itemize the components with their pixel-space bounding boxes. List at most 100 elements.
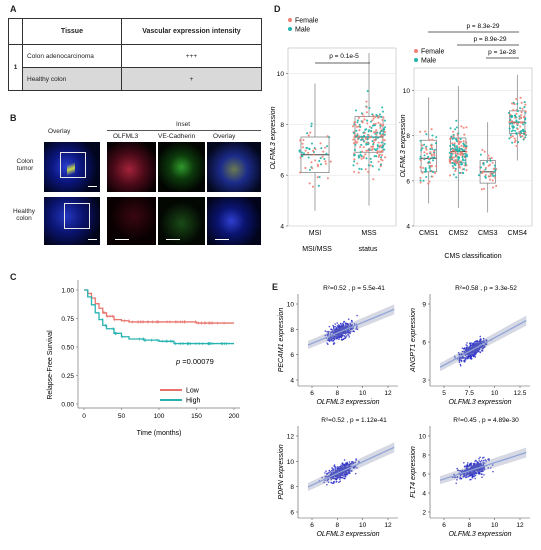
boxplot-point bbox=[381, 106, 384, 109]
boxplot-point bbox=[367, 143, 370, 146]
scatter-point bbox=[477, 472, 480, 474]
scatter-point bbox=[469, 465, 471, 467]
scatter-point bbox=[456, 467, 458, 470]
boxplot-point bbox=[383, 119, 386, 122]
scatter-point bbox=[347, 318, 350, 320]
boxplot-point bbox=[355, 129, 358, 132]
scatter-point bbox=[351, 460, 353, 463]
boxplot-point bbox=[302, 152, 305, 155]
boxplot-point bbox=[458, 146, 461, 149]
scatter-ytick-label: 3 bbox=[422, 378, 426, 385]
boxplot-point bbox=[365, 111, 368, 114]
table-cell-intensity: + bbox=[120, 67, 263, 91]
scatter-point bbox=[351, 320, 353, 322]
scatter-point bbox=[458, 469, 461, 472]
scatter-point bbox=[353, 330, 355, 333]
boxplot-point bbox=[511, 135, 514, 138]
boxplot-point bbox=[308, 182, 311, 185]
boxplot-point bbox=[366, 90, 369, 93]
table-header-empty bbox=[8, 18, 23, 45]
scatter-point bbox=[328, 330, 330, 333]
scatter-point bbox=[340, 474, 343, 476]
boxplot-point bbox=[491, 173, 494, 176]
scatter-ytick-label: 6 bbox=[290, 352, 294, 359]
boxplot-point bbox=[380, 115, 383, 119]
scatter-point bbox=[335, 337, 338, 340]
scatter-point bbox=[473, 343, 475, 346]
survival-xtick-label: 50 bbox=[118, 413, 126, 420]
scatter-point bbox=[480, 346, 482, 349]
scatter-point bbox=[468, 472, 471, 475]
micrograph-healthy-olfml3 bbox=[107, 197, 156, 245]
boxplot-point bbox=[463, 133, 466, 136]
boxplot-point bbox=[383, 131, 387, 134]
boxplot-point bbox=[448, 160, 451, 163]
scatter-point bbox=[342, 475, 345, 477]
boxplot-point bbox=[481, 171, 484, 175]
boxplot-point bbox=[374, 115, 377, 118]
scatter-point bbox=[481, 345, 484, 348]
boxplot-point bbox=[306, 146, 309, 149]
scatter-point bbox=[336, 329, 339, 332]
legend-female-label: Female bbox=[295, 18, 318, 25]
scatter-point bbox=[471, 466, 474, 469]
scatter-point bbox=[327, 481, 330, 484]
boxplot-point bbox=[424, 130, 427, 133]
boxplot-point bbox=[431, 164, 434, 168]
scatter-point bbox=[479, 340, 481, 343]
boxplot-point bbox=[430, 146, 433, 149]
scatter-point bbox=[343, 467, 346, 469]
scatter-point bbox=[455, 482, 457, 485]
scatter-point bbox=[479, 341, 482, 344]
boxplot-point bbox=[455, 138, 458, 141]
boxplot-point bbox=[361, 120, 364, 123]
scatter-point bbox=[335, 481, 337, 483]
boxplot-point bbox=[301, 155, 304, 158]
boxplot-point bbox=[511, 141, 514, 144]
boxplot-point bbox=[522, 123, 525, 126]
boxplot-point bbox=[367, 134, 370, 137]
correlation-figure: R²=0.52 , p = 5.5e-41 6 8 10 12 10 8 6 4 OLFML3 e… bbox=[278, 285, 530, 538]
scatter-point bbox=[342, 338, 345, 340]
boxplot-point bbox=[457, 156, 460, 159]
scatter-title: R²=0.52 , p = 5.5e-41 bbox=[323, 285, 385, 292]
scatter-point bbox=[350, 324, 353, 327]
boxplot-right-pvalue-3: p = 1e-28 bbox=[488, 49, 516, 56]
scatter-point bbox=[459, 364, 462, 367]
boxplot-point bbox=[419, 139, 422, 142]
boxplot-point bbox=[509, 115, 512, 118]
legend-female-label: Female bbox=[421, 49, 444, 56]
survival-ylabel: Relapse-Free Survival bbox=[47, 330, 54, 400]
scatter-point bbox=[330, 339, 332, 342]
boxplot-point bbox=[512, 101, 515, 104]
boxplot-point bbox=[511, 129, 514, 132]
scatter-ytick-label: 8 bbox=[290, 327, 294, 334]
boxplot-point bbox=[358, 129, 361, 132]
boxplot-point bbox=[508, 121, 511, 124]
scatter-ylabel: ANGPT1 expression bbox=[410, 308, 417, 373]
boxplot-point bbox=[372, 117, 375, 120]
scatter-point bbox=[476, 348, 479, 350]
boxplot-point bbox=[519, 96, 522, 99]
boxplot-point bbox=[360, 143, 363, 147]
scatter-point bbox=[460, 477, 463, 480]
scatter-point bbox=[352, 467, 355, 469]
scatter-point bbox=[338, 473, 340, 476]
boxplot-point bbox=[378, 146, 381, 149]
scatter-point bbox=[342, 332, 345, 335]
scatter-point bbox=[469, 468, 472, 470]
scatter-point bbox=[482, 461, 484, 464]
scatter-point bbox=[459, 476, 461, 479]
scatter-point bbox=[347, 471, 350, 473]
boxplot-point bbox=[352, 131, 356, 135]
boxplot-point bbox=[462, 145, 465, 148]
scatter-point bbox=[481, 459, 483, 462]
scatter-point bbox=[466, 463, 469, 466]
boxplot-point bbox=[489, 172, 492, 175]
scatter-point bbox=[469, 346, 471, 348]
boxplot-point bbox=[489, 174, 492, 177]
boxplot-point bbox=[482, 170, 485, 173]
boxplot-point bbox=[515, 122, 518, 125]
boxplot-point bbox=[373, 124, 376, 127]
scatter-point bbox=[470, 478, 472, 481]
